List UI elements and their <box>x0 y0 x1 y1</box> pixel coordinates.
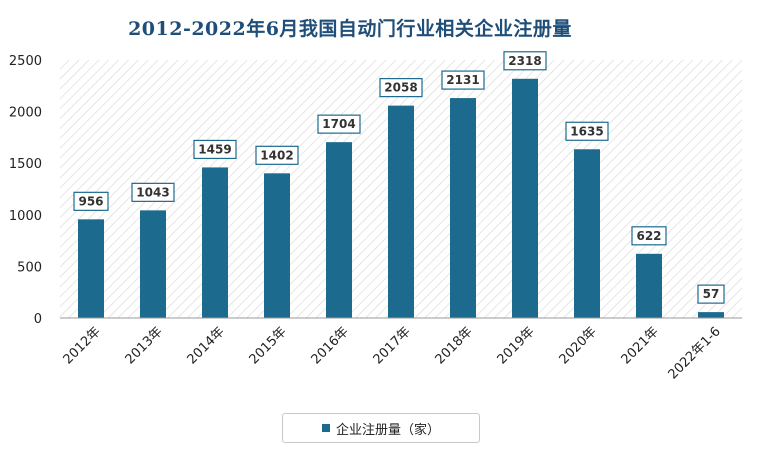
data-labels: 956 1043 1459 1402 1704 2058 2131 2318 1635 622 57 <box>73 51 725 304</box>
x-tick-label: 2021年 <box>619 324 662 367</box>
y-axis: 0 500 1000 1500 2000 2500 <box>9 54 42 327</box>
x-tick-label: 2019年 <box>495 324 538 367</box>
x-tick-label: 2018年 <box>433 324 476 367</box>
bar <box>140 210 166 318</box>
bar <box>326 142 352 318</box>
data-label-box <box>73 191 109 211</box>
bar <box>202 167 228 318</box>
bar <box>264 173 290 318</box>
x-tick-label: 2012年 <box>61 324 104 367</box>
data-label: 956 <box>78 194 103 208</box>
data-label-box <box>317 114 361 134</box>
x-tick-label: 2013年 <box>123 324 166 367</box>
data-label: 1402 <box>260 148 293 162</box>
bar <box>388 105 414 318</box>
y-tick-label: 1500 <box>9 157 42 172</box>
legend-label: 企业注册量（家） <box>335 422 440 438</box>
data-label: 57 <box>703 287 720 301</box>
data-label-box <box>631 226 667 246</box>
data-label-box <box>379 78 423 98</box>
data-label: 2318 <box>508 54 541 68</box>
x-tick-label: 2022年1-6 <box>666 324 724 382</box>
bars <box>78 78 724 318</box>
bar <box>636 253 662 318</box>
data-label-box <box>565 121 609 141</box>
data-label: 1459 <box>198 142 231 156</box>
x-tick-label: 2014年 <box>185 324 228 367</box>
data-label: 1043 <box>136 185 169 199</box>
data-label-box <box>193 139 237 160</box>
y-tick-label: 500 <box>17 260 42 275</box>
y-tick-label: 2000 <box>9 106 42 121</box>
data-label-box <box>441 70 485 90</box>
legend: 企业注册量（家） <box>282 413 480 443</box>
x-axis: 2012年 2013年 2014年 2015年 2016年 2017年 2018年 2019年… <box>60 317 742 382</box>
x-tick-label: 2015年 <box>247 324 290 367</box>
y-tick-label: 2500 <box>9 54 42 69</box>
data-label: 622 <box>636 229 661 243</box>
bar <box>698 312 724 318</box>
x-tick-label: 2016年 <box>309 324 352 367</box>
chart-title: 2012-2022年6月我国自动门行业相关企业注册量 <box>128 18 572 40</box>
x-tick-label: 2020年 <box>557 324 600 367</box>
data-label-box <box>697 284 725 304</box>
data-label-box <box>503 51 547 71</box>
bar <box>574 149 600 318</box>
bar <box>450 98 476 318</box>
legend-swatch <box>321 424 330 432</box>
data-label-box <box>255 145 299 165</box>
data-label: 1635 <box>570 124 603 138</box>
bar <box>512 78 538 318</box>
data-label: 2131 <box>446 73 479 87</box>
y-tick-label: 0 <box>34 312 42 327</box>
data-label-box <box>131 182 175 202</box>
data-label: 2058 <box>384 81 417 95</box>
y-tick-label: 1000 <box>9 209 42 224</box>
data-label: 1704 <box>322 117 355 131</box>
bar <box>78 219 104 318</box>
x-tick-label: 2017年 <box>371 324 414 367</box>
